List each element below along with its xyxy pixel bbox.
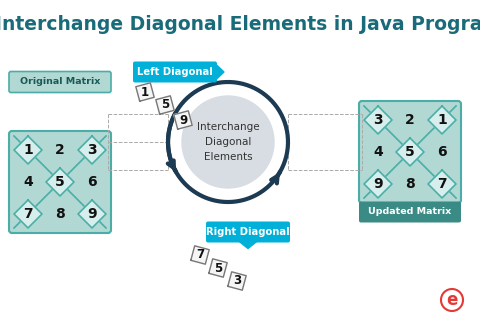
Polygon shape [228,272,246,290]
Circle shape [182,96,274,188]
Polygon shape [364,106,392,134]
FancyBboxPatch shape [9,71,111,92]
Text: 2: 2 [55,143,65,157]
Text: 3: 3 [233,275,241,287]
Text: 9: 9 [179,114,187,126]
Text: Interchange Diagonal Elements in Java Program: Interchange Diagonal Elements in Java Pr… [0,15,480,34]
Polygon shape [428,170,456,198]
Text: 5: 5 [405,145,415,159]
Text: 6: 6 [87,175,97,189]
Polygon shape [174,111,192,129]
Polygon shape [78,136,106,164]
Polygon shape [215,63,224,81]
Text: Interchange
Diagonal
Elements: Interchange Diagonal Elements [197,122,259,162]
Polygon shape [14,200,42,228]
Polygon shape [396,138,424,166]
Text: Original Matrix: Original Matrix [20,77,100,86]
Text: Right Diagonal: Right Diagonal [206,227,290,237]
Text: Left Diagonal: Left Diagonal [137,67,213,77]
Text: 5: 5 [161,99,169,111]
FancyBboxPatch shape [359,101,461,203]
Polygon shape [14,136,42,164]
Text: 8: 8 [55,207,65,221]
Text: 4: 4 [23,175,33,189]
Text: Updated Matrix: Updated Matrix [368,207,452,217]
FancyBboxPatch shape [359,202,461,222]
FancyBboxPatch shape [206,221,290,243]
Text: 7: 7 [437,177,447,191]
Polygon shape [156,96,174,114]
Text: e: e [446,291,458,309]
Polygon shape [46,168,74,196]
Polygon shape [364,170,392,198]
Text: 1: 1 [23,143,33,157]
Text: 6: 6 [437,145,447,159]
Text: 9: 9 [87,207,97,221]
Polygon shape [191,246,209,264]
Text: 7: 7 [23,207,33,221]
Polygon shape [428,106,456,134]
Text: 5: 5 [55,175,65,189]
Circle shape [441,289,463,311]
Text: 2: 2 [405,113,415,127]
Text: 8: 8 [405,177,415,191]
FancyBboxPatch shape [9,131,111,233]
Text: 3: 3 [373,113,383,127]
Text: 3: 3 [87,143,97,157]
Text: 1: 1 [141,85,149,99]
Text: 9: 9 [373,177,383,191]
Text: 1: 1 [437,113,447,127]
FancyBboxPatch shape [133,61,217,83]
Polygon shape [209,259,227,277]
Text: 7: 7 [196,249,204,261]
Polygon shape [78,200,106,228]
Polygon shape [136,83,154,101]
Text: 4: 4 [373,145,383,159]
Polygon shape [238,241,258,249]
Text: 5: 5 [214,261,222,275]
